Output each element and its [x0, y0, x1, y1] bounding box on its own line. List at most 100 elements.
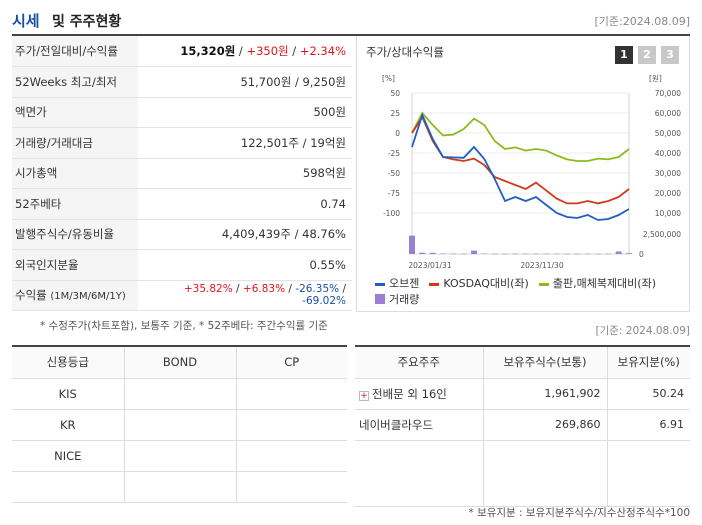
- foreign-label: 외국인지분율: [12, 249, 138, 281]
- price-change: +350원: [246, 44, 289, 58]
- legend-item[interactable]: KOSDAQ대비(좌): [429, 276, 529, 292]
- col-header: 주요주주: [355, 346, 483, 379]
- volume-bar: [553, 253, 560, 255]
- holder-name-text: 전배문 외 16인: [372, 386, 447, 401]
- legend-item[interactable]: 거래량: [375, 292, 419, 308]
- legend-item[interactable]: 출판,매체복제대비(좌): [538, 276, 657, 292]
- volume-zero-label: 0: [639, 250, 644, 259]
- chart-legend: 오브젠 KOSDAQ대비(좌) 출판,매체복제대비(좌) 거래량: [375, 276, 685, 308]
- return-value: +35.82% / +6.83% / -26.35% / -69.02%: [138, 280, 352, 311]
- volume-label: 거래량/거래대금: [12, 127, 138, 159]
- return-3m: +6.83%: [242, 283, 286, 296]
- holder-pct: 6.91: [606, 409, 690, 441]
- volume-bar: [574, 253, 581, 255]
- legend-label: 오브젠: [389, 277, 420, 290]
- legend-label: 출판,매체복제대비(좌): [552, 277, 657, 290]
- legend-swatch: [538, 282, 549, 286]
- volume-bar: [615, 251, 622, 254]
- series-line: [411, 111, 630, 162]
- empty-cell: [606, 440, 690, 507]
- agency-name: NICE: [12, 440, 124, 472]
- table-row: 네이버클라우드 269,860 6.91: [355, 409, 690, 441]
- volume-bar: [419, 252, 426, 254]
- chart-title: 주가/상대수익률: [366, 45, 444, 59]
- legend-label: 거래량: [389, 293, 420, 306]
- return-1y: -69.02%: [302, 295, 346, 308]
- chart-tab-2[interactable]: 2: [638, 46, 656, 64]
- right-tick-label: 50,000: [655, 129, 681, 138]
- right-tick-label: 60,000: [655, 109, 681, 118]
- cp-rating: [235, 471, 347, 503]
- agency-name: [12, 471, 124, 503]
- price-value: 15,320원 / +350원 / +2.34%: [138, 36, 352, 67]
- quote-footnote: * 수정주가(차트포함), 보통주 기준, * 52주베타: 주간수익률 기준: [40, 320, 328, 332]
- volume-bar: [440, 253, 446, 255]
- table-row: 발행주식수/유동비율 4,409,439주 / 48.76%: [12, 219, 352, 250]
- beta-value: 0.74: [138, 188, 352, 220]
- base-date: [기준:2024.08.09]: [594, 15, 690, 28]
- right-tick-label: 20,000: [655, 189, 681, 198]
- volume-bar: [512, 253, 519, 255]
- left-tick-label: -50: [388, 169, 400, 178]
- table-row: NICE: [12, 440, 347, 472]
- volume-bar: [595, 253, 601, 255]
- return-label-text: 수익률: [15, 288, 47, 303]
- volume-bar: [564, 253, 570, 255]
- volume-bar: [481, 253, 488, 255]
- chart-tab-3[interactable]: 3: [661, 46, 679, 64]
- foreign-value: 0.55%: [138, 249, 352, 281]
- volume-bar: [543, 253, 550, 255]
- cp-rating: [235, 378, 347, 410]
- legend-swatch: [375, 294, 385, 304]
- section-title-main: 시세: [12, 12, 40, 30]
- base-date-2: [기준: 2024.08.09]: [595, 325, 690, 337]
- holder-shares: 1,961,902: [482, 378, 607, 410]
- volume-bar: [502, 253, 508, 255]
- cp-rating: [235, 409, 347, 441]
- series-line: [411, 115, 630, 205]
- left-tick-label: 50: [390, 89, 400, 98]
- legend-item[interactable]: 오브젠: [375, 276, 419, 292]
- table-header: 주요주주 보유주식수(보통) 보유지분(%): [355, 346, 690, 379]
- expand-icon[interactable]: +: [359, 390, 369, 401]
- chart-tab-1[interactable]: 1: [615, 46, 633, 64]
- separator: /: [235, 44, 247, 58]
- x-tick-label: 2023/11/30: [520, 261, 563, 270]
- legend-label: KOSDAQ대비(좌): [443, 277, 529, 290]
- week52-value: 51,700원 / 9,250원: [138, 66, 352, 98]
- separator: /: [288, 44, 300, 58]
- par-value: 500원: [138, 97, 352, 128]
- holder-name-text: 네이버클라우드: [359, 417, 434, 432]
- right-axis-unit: [원]: [649, 74, 662, 83]
- holder-name: 네이버클라우드: [355, 409, 483, 441]
- agency-name: KIS: [12, 378, 124, 410]
- shares-label: 발행주식수/유동비율: [12, 219, 138, 250]
- right-tick-label: 70,000: [655, 89, 681, 98]
- holder-pct: 50.24: [606, 378, 690, 410]
- separator: /: [339, 283, 346, 296]
- bond-rating: [123, 409, 236, 441]
- table-row: [355, 440, 690, 507]
- left-tick-label: -100: [383, 209, 400, 218]
- holder-name: + 전배문 외 16인: [355, 378, 483, 410]
- volume-bar: [409, 235, 415, 254]
- section-title-rest: 및 주주현황: [52, 14, 122, 30]
- volume-value: 122,501주 / 19억원: [138, 127, 352, 159]
- major-shareholders-table: 주요주주 보유주식수(보통) 보유지분(%) + 전배문 외 16인 1,961,…: [355, 345, 690, 507]
- return-1m: +35.82%: [183, 283, 233, 296]
- volume-bar: [522, 253, 529, 255]
- table-row: 시가총액 598억원: [12, 158, 352, 189]
- mcap-value: 598억원: [138, 158, 352, 189]
- bond-rating: [123, 378, 236, 410]
- left-tick-label: 0: [395, 129, 400, 138]
- header-divider: [12, 34, 690, 36]
- holder-shares: 269,860: [482, 409, 607, 441]
- col-header: 보유주식수(보통): [482, 346, 607, 379]
- current-price: 15,320원: [180, 44, 236, 58]
- volume-bar: [450, 253, 457, 255]
- col-header: 신용등급: [12, 346, 124, 379]
- series-line: [411, 112, 630, 221]
- table-row: KR: [12, 409, 347, 441]
- volume-bar: [605, 253, 612, 255]
